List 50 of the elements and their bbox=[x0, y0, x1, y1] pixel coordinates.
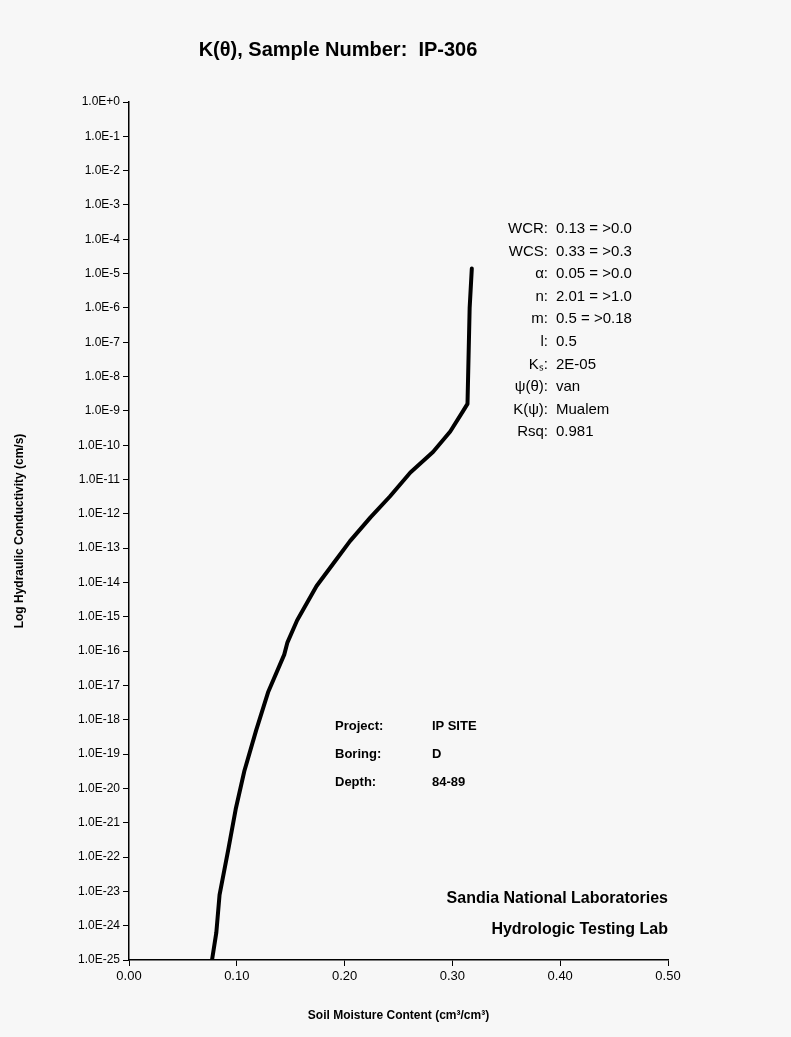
annotation: n: 2.01 = >1.0 bbox=[535, 286, 632, 304]
y-tick-label: 1.0E-24 bbox=[77, 917, 121, 932]
annotation: K(ψ): Mualem bbox=[513, 399, 610, 417]
y-tick-label: 1.0E-23 bbox=[77, 883, 121, 898]
x-axis-title: Soil Moisture Content (cm³/cm³) bbox=[307, 1008, 490, 1023]
annotation: Hydrologic Testing Lab bbox=[491, 920, 669, 937]
x-tick-label: 0.50 bbox=[655, 968, 681, 984]
chart-title: K(θ), Sample Number: IP-306 bbox=[198, 37, 478, 60]
annotation: α: 0.05 = >0.0 bbox=[535, 264, 632, 282]
y-tick-label: 1.0E-18 bbox=[77, 712, 121, 727]
y-tick-label: 1.0E-8 bbox=[84, 368, 121, 383]
y-axis-title: Log Hydraulic Conductivity (cm/s) bbox=[11, 433, 26, 629]
text: Project: IP SITE bbox=[335, 718, 477, 733]
x-tick-label: 0.20 bbox=[331, 968, 358, 984]
y-tick-label: 1.0E-1 bbox=[84, 128, 121, 143]
annotation: ψ(θ): van bbox=[514, 377, 581, 395]
annotation: m: 0.5 = >0.18 bbox=[531, 309, 632, 327]
y-tick-label: 1.0E-11 bbox=[78, 471, 121, 486]
y-tick-label: 1.0E-6 bbox=[84, 300, 121, 315]
x-tick-label: 0.30 bbox=[439, 968, 466, 984]
annotation: Sandia National Laboratories bbox=[446, 889, 669, 906]
y-tick-label: 1.0E-7 bbox=[84, 334, 121, 349]
y-tick-label: 1.0E-3 bbox=[84, 197, 121, 212]
y-tick-label: 1.0E-10 bbox=[77, 437, 121, 452]
y-tick-label: 1.0E+0 bbox=[81, 94, 121, 109]
y-tick-label: 1.0E-17 bbox=[77, 677, 121, 692]
annotation: WCS: 0.33 = >0.3 bbox=[508, 241, 632, 259]
text: Depth: 84-89 bbox=[335, 774, 466, 789]
y-tick-label: 1.0E-12 bbox=[77, 506, 121, 521]
x-tick-label: 0.40 bbox=[547, 968, 573, 984]
annotation: l: 0.5 bbox=[540, 332, 577, 349]
annotation: Rsq: 0.981 bbox=[517, 422, 594, 440]
y-tick-label: 1.0E-9 bbox=[84, 403, 121, 418]
y-tick-label: 1.0E-19 bbox=[77, 746, 121, 761]
text: Boring: D bbox=[335, 746, 442, 761]
y-tick-label: 1.0E-20 bbox=[77, 780, 121, 795]
y-tick-label: 1.0E-22 bbox=[77, 849, 121, 864]
annotation: WCR: 0.13 = >0.0 bbox=[508, 219, 632, 236]
y-tick-label: 1.0E-15 bbox=[77, 609, 121, 624]
y-tick-label: 1.0E-16 bbox=[77, 643, 121, 658]
y-tick-label: 1.0E-13 bbox=[77, 540, 121, 555]
y-tick-label: 1.0E-21 bbox=[77, 815, 121, 830]
x-tick-label: 0.00 bbox=[116, 968, 142, 984]
y-tick-label: 1.0E-4 bbox=[84, 231, 121, 246]
annotation: Kₛ: 2E-05 bbox=[528, 354, 597, 372]
x-tick-label: 0.10 bbox=[224, 968, 250, 984]
y-tick-label: 1.0E-2 bbox=[84, 162, 121, 177]
y-tick-label: 1.0E-5 bbox=[84, 265, 121, 280]
y-tick-label: 1.0E-14 bbox=[77, 574, 121, 589]
y-tick-label: 1.0E-25 bbox=[77, 952, 121, 967]
